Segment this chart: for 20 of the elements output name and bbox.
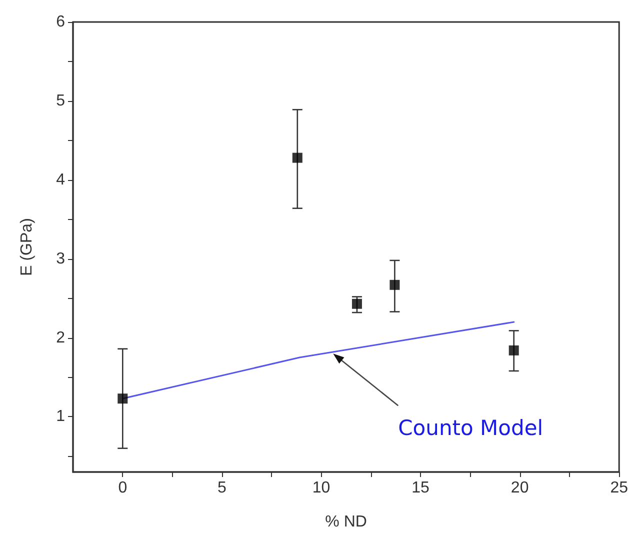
point — [118, 394, 128, 404]
x-tick-label: 10 — [312, 480, 330, 496]
y-tick-label: 6 — [56, 14, 66, 30]
x-axis-title: % ND — [325, 514, 367, 530]
x-tick-label: 5 — [217, 480, 226, 496]
annotation: Counto Model — [398, 416, 544, 440]
x-tick-label: 15 — [412, 480, 430, 496]
point — [390, 280, 400, 290]
point — [292, 152, 302, 163]
y-tick-label: 4 — [56, 171, 66, 188]
point — [352, 298, 362, 309]
x-tick-label: 0 — [118, 480, 128, 496]
y-tick-label: 1 — [56, 408, 66, 426]
y-tick-label: 5 — [56, 92, 66, 110]
x-tick-label: 25 — [610, 480, 628, 496]
y-tick-label: 3 — [56, 250, 66, 268]
x-tick-label: 20 — [510, 480, 529, 496]
y-axis-title: E (GPa) — [18, 218, 36, 276]
point — [508, 345, 519, 356]
y-tick-label: 2 — [56, 329, 66, 346]
